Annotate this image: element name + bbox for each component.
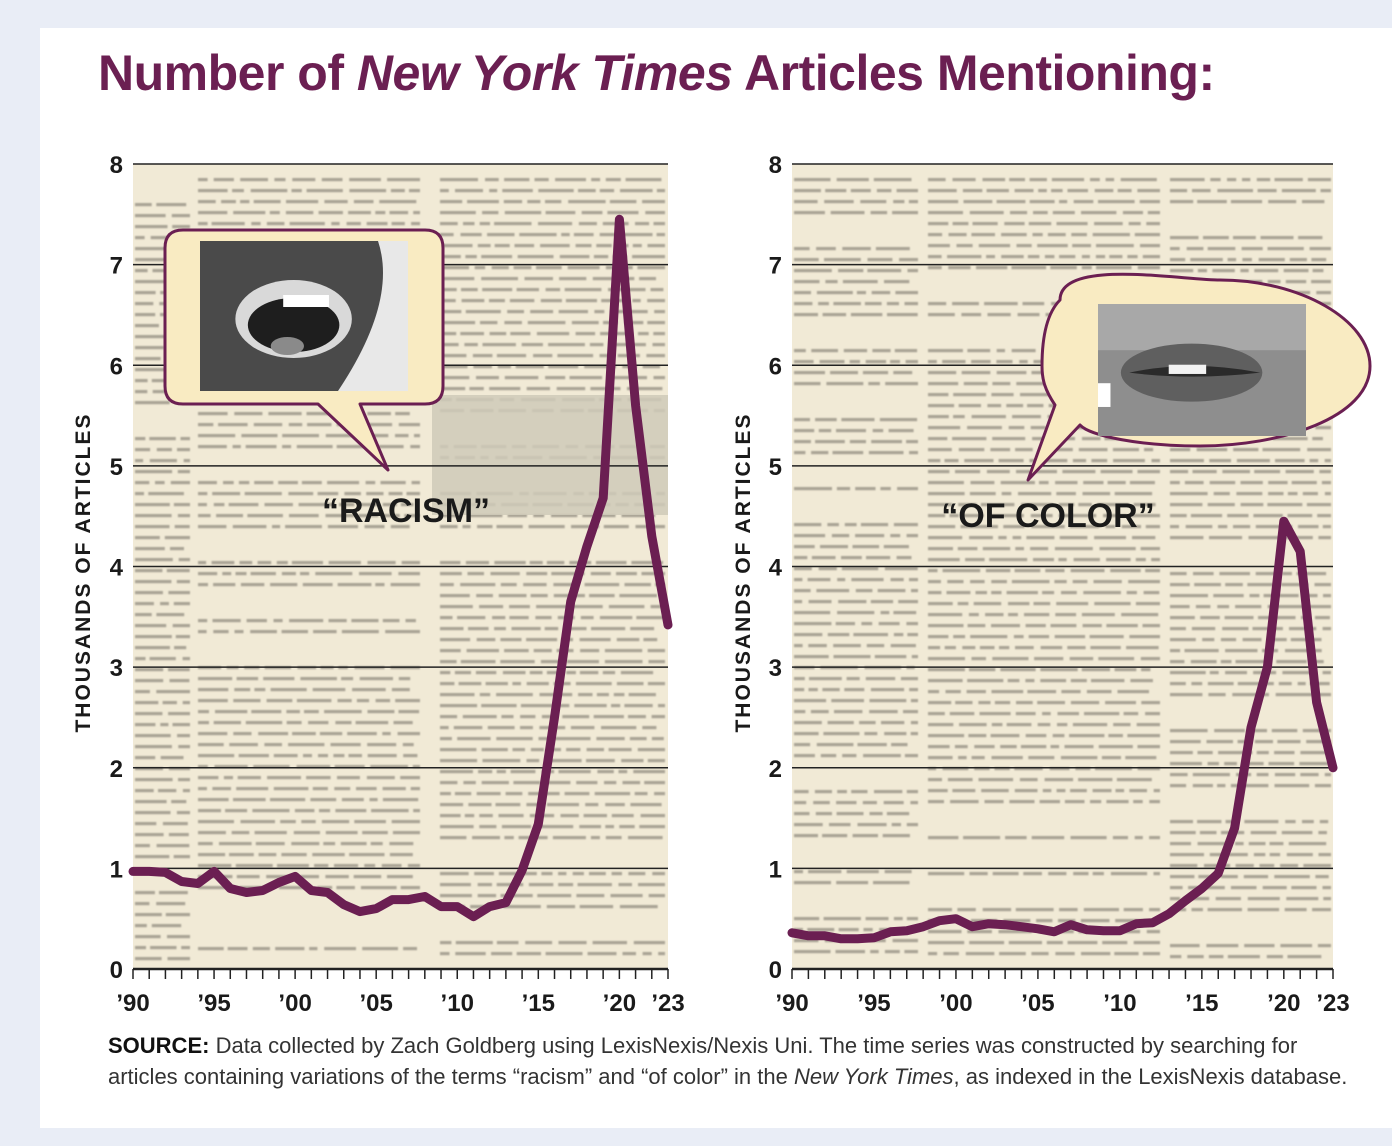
- cheek-highlight: [200, 241, 408, 391]
- x-tick-label: ’20: [603, 990, 636, 1017]
- source-note: SOURCE: Data collected by Zach Goldberg …: [108, 1030, 1348, 1092]
- x-tick-label: ’00: [278, 990, 311, 1017]
- y-tick-label-0: 0: [769, 957, 782, 984]
- highlight-shape: [1098, 383, 1111, 407]
- speech-bubble: [1026, 272, 1372, 482]
- y-tick-label-4: 4: [110, 555, 124, 582]
- series-line: [787, 516, 1338, 944]
- newsprint-photo-block: [432, 395, 668, 515]
- y-tick-label-8: 8: [769, 152, 782, 179]
- source-newspaper-name: New York Times: [793, 1064, 954, 1089]
- x-tick-label: ’00: [939, 990, 972, 1017]
- speaking-mouth-icon: [200, 241, 408, 391]
- y-tick-label-1: 1: [110, 856, 123, 883]
- page-title: Number of New York Times Articles Mentio…: [98, 44, 1378, 102]
- y-tick-label-4: 4: [769, 555, 783, 582]
- y-tick-label-2: 2: [769, 756, 782, 783]
- series-annotation: “OF COLOR”: [941, 497, 1154, 535]
- y-axis-title: THOUSANDS OF ARTICLES: [72, 412, 95, 732]
- speech-bubble: [163, 228, 445, 472]
- y-tick-label-7: 7: [110, 253, 123, 280]
- y-tick-label-0: 0: [110, 957, 123, 984]
- y-tick-label-2: 2: [110, 756, 123, 783]
- racism-line-chart: 0 1 2 3 4 5 6 7 8 ’90 ’95 ’00 ’05 ’10 ’15 ’20 ’23 THOUSAN…: [72, 152, 685, 1017]
- y-tick-label-5: 5: [110, 454, 123, 481]
- title-suffix: Articles Mentioning:: [732, 45, 1215, 101]
- series-line: [128, 214, 673, 922]
- x-tick-label: ’15: [522, 990, 555, 1017]
- teeth-shape: [1168, 364, 1207, 374]
- upper-face-shade: [1098, 304, 1306, 351]
- x-tick-label: ’95: [857, 990, 890, 1017]
- y-tick-label-3: 3: [769, 655, 782, 682]
- x-tick-label: ’10: [1103, 990, 1136, 1017]
- y-tick-label-8: 8: [110, 152, 123, 179]
- y-tick-label-7: 7: [769, 253, 782, 280]
- x-tick-label: ’05: [359, 990, 392, 1017]
- lips-icon: [1098, 304, 1306, 436]
- tongue-shape: [270, 337, 304, 355]
- x-tick-label: ’23: [651, 990, 684, 1017]
- title-prefix: Number of: [98, 45, 357, 101]
- series-annotation: “RACISM”: [322, 492, 490, 530]
- x-tick-label: ’95: [197, 990, 230, 1017]
- y-tick-label-6: 6: [110, 353, 123, 380]
- x-tick-label: ’23: [1316, 990, 1349, 1017]
- source-text-2: , as indexed in the LexisNexis database.: [953, 1064, 1348, 1089]
- teeth-shape: [283, 295, 329, 307]
- x-tick-label: ’90: [775, 990, 808, 1017]
- x-tick-label: ’90: [116, 990, 149, 1017]
- y-tick-label-3: 3: [110, 655, 123, 682]
- x-tick-label: ’10: [441, 990, 474, 1017]
- y-tick-label-6: 6: [769, 353, 782, 380]
- x-tick-label: ’05: [1021, 990, 1054, 1017]
- y-axis-title: THOUSANDS OF ARTICLES: [732, 412, 755, 732]
- source-label: SOURCE:: [108, 1033, 210, 1058]
- x-tick-label: ’20: [1267, 990, 1300, 1017]
- open-mouth-shape: [247, 298, 340, 352]
- title-newspaper-name: New York Times: [356, 45, 733, 101]
- y-tick-label-5: 5: [769, 454, 782, 481]
- of-color-line-chart: 0 1 2 3 4 5 6 7 8 ’90 ’95 ’00 ’05 ’10 ’15 ’20 ’23 THOUSAN…: [732, 152, 1372, 1017]
- source-text-1: Data collected by Zach Goldberg using Le…: [108, 1033, 1298, 1089]
- x-tick-label: ’15: [1185, 990, 1218, 1017]
- y-tick-label-1: 1: [769, 856, 782, 883]
